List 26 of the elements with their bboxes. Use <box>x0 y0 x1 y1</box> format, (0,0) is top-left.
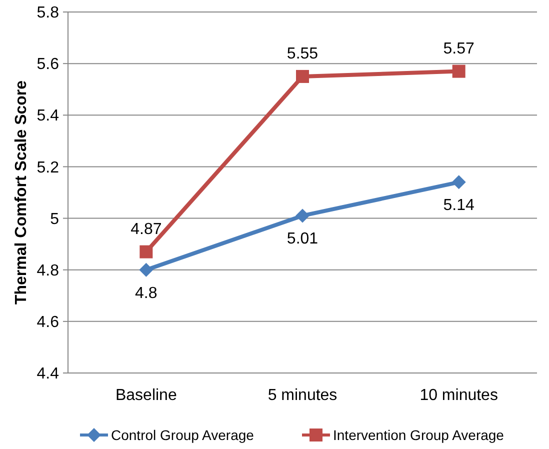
point <box>296 70 309 83</box>
y-tick-label: 4.6 <box>36 314 60 332</box>
y-tick-label: 5 <box>50 210 60 228</box>
y-tick-label: 4.4 <box>36 366 60 383</box>
data-label: 5.01 <box>286 230 318 248</box>
point <box>452 175 466 190</box>
legend-label: Intervention Group Average <box>333 426 504 443</box>
y-tick-label: 5.8 <box>36 4 60 22</box>
point <box>296 208 310 223</box>
x-tick-label: Baseline <box>115 387 177 404</box>
point <box>452 64 466 78</box>
point <box>140 245 153 258</box>
y-tick-label: 5.4 <box>36 108 60 125</box>
y-tick-label: 5.6 <box>36 56 60 74</box>
point <box>139 262 154 277</box>
y-axis-title: Thermal Comfort Scale Score <box>13 80 30 305</box>
data-label: 5.55 <box>286 45 318 62</box>
x-tick-label: 5 minutes <box>268 387 338 404</box>
y-tick-label: 5.2 <box>36 159 60 176</box>
data-label: 5.57 <box>443 40 475 58</box>
data-label: 5.14 <box>443 197 475 214</box>
data-label: 4.8 <box>135 284 158 302</box>
data-label: 4.87 <box>130 220 162 238</box>
legend-label: Control Group Average <box>111 426 254 443</box>
y-tick-label: 4.8 <box>36 262 60 280</box>
x-tick-label: 10 minutes <box>420 387 498 404</box>
